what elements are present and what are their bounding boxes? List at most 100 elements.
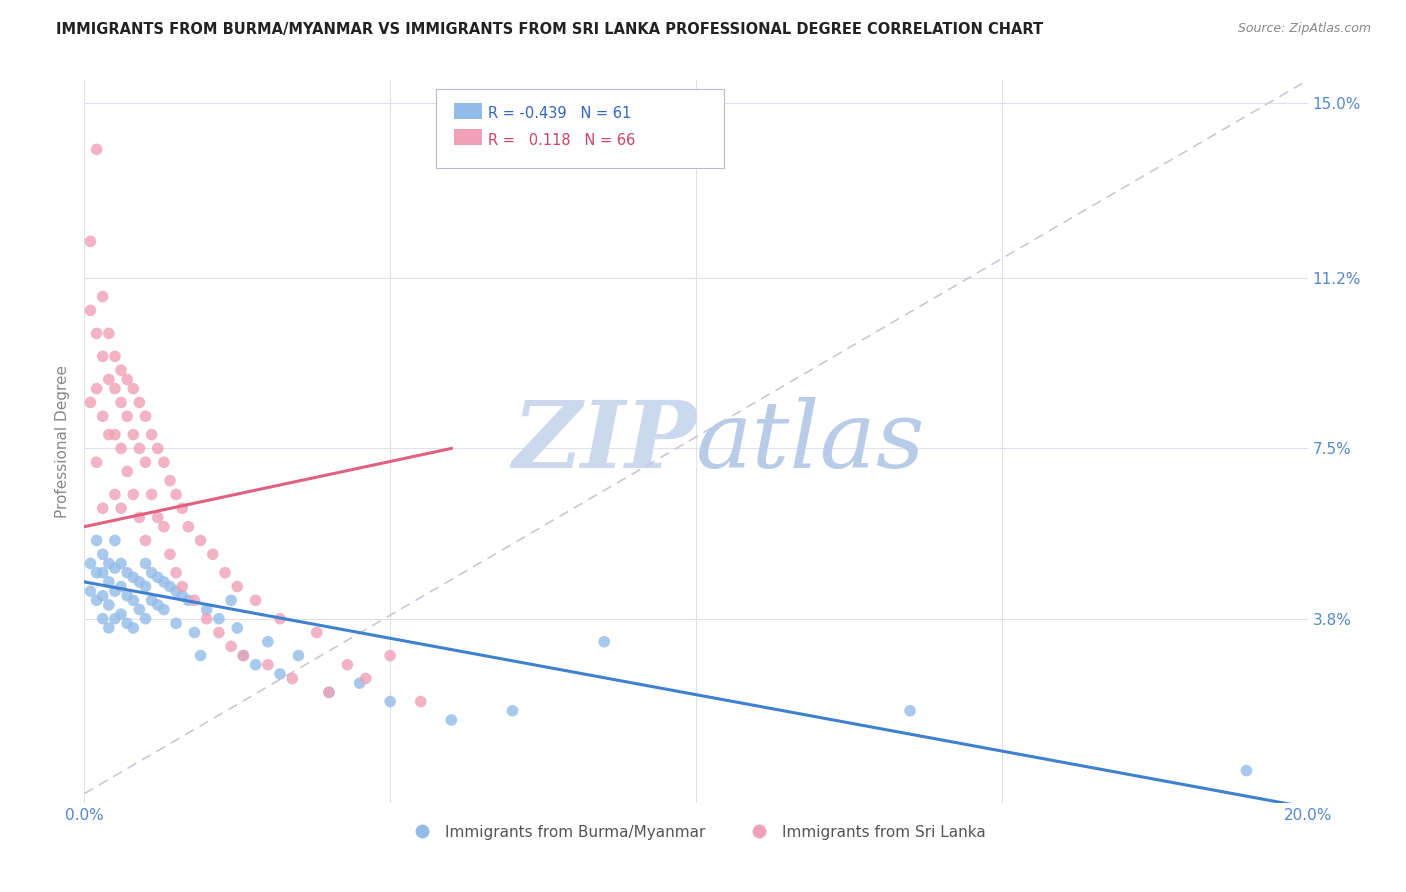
Point: [122, 570, 145, 584]
Point: [245, 657, 267, 672]
Point: [104, 584, 127, 599]
Point: [183, 593, 205, 607]
Point: [122, 382, 145, 396]
Point: [349, 676, 371, 690]
Point: [115, 372, 138, 386]
Point: [226, 580, 249, 594]
Point: [86, 566, 108, 580]
Point: [159, 547, 181, 561]
Point: [195, 602, 218, 616]
Point: [128, 395, 150, 409]
Point: [195, 612, 218, 626]
Point: [232, 648, 254, 663]
Point: [97, 427, 120, 442]
Point: [257, 657, 280, 672]
Point: [128, 442, 150, 456]
Point: [91, 409, 114, 424]
Point: [86, 533, 108, 548]
Text: ZIP: ZIP: [512, 397, 696, 486]
Point: [190, 648, 212, 663]
Point: [1236, 764, 1258, 778]
Point: [165, 584, 187, 599]
Point: [380, 648, 402, 663]
Point: [354, 672, 377, 686]
Point: [79, 395, 101, 409]
Legend: Immigrants from Burma/Myanmar, Immigrants from Sri Lanka: Immigrants from Burma/Myanmar, Immigrant…: [401, 819, 991, 846]
Point: [135, 455, 157, 469]
Point: [91, 547, 114, 561]
Point: [110, 395, 132, 409]
Text: R =   0.118   N = 66: R = 0.118 N = 66: [488, 133, 636, 148]
Point: [110, 557, 132, 571]
Point: [79, 235, 101, 249]
Point: [122, 593, 145, 607]
Point: [104, 487, 127, 501]
Point: [232, 648, 254, 663]
Point: [153, 519, 176, 533]
Point: [440, 713, 463, 727]
Point: [409, 694, 432, 708]
Point: [593, 634, 616, 648]
Point: [226, 621, 249, 635]
Point: [91, 589, 114, 603]
Point: [115, 589, 138, 603]
Point: [177, 593, 200, 607]
Point: [141, 566, 163, 580]
Point: [86, 593, 108, 607]
Text: Source: ZipAtlas.com: Source: ZipAtlas.com: [1237, 22, 1371, 36]
Point: [219, 593, 242, 607]
Point: [214, 566, 236, 580]
Point: [190, 533, 212, 548]
Point: [172, 501, 194, 516]
Point: [79, 303, 101, 318]
Point: [318, 685, 340, 699]
Point: [86, 326, 108, 341]
Point: [287, 648, 309, 663]
Point: [97, 621, 120, 635]
Point: [165, 487, 187, 501]
Point: [159, 474, 181, 488]
Point: [165, 566, 187, 580]
Text: R = -0.439   N = 61: R = -0.439 N = 61: [488, 106, 631, 121]
Point: [898, 704, 921, 718]
Point: [97, 326, 120, 341]
Point: [104, 533, 127, 548]
Point: [79, 584, 101, 599]
Point: [269, 667, 291, 681]
Text: IMMIGRANTS FROM BURMA/MYANMAR VS IMMIGRANTS FROM SRI LANKA PROFESSIONAL DEGREE C: IMMIGRANTS FROM BURMA/MYANMAR VS IMMIGRA…: [56, 22, 1043, 37]
Point: [380, 694, 402, 708]
Point: [97, 372, 120, 386]
Point: [97, 557, 120, 571]
Point: [219, 640, 242, 654]
Y-axis label: Professional Degree: Professional Degree: [55, 365, 70, 518]
Point: [135, 580, 157, 594]
Point: [208, 612, 231, 626]
Point: [141, 593, 163, 607]
Point: [159, 580, 181, 594]
Text: atlas: atlas: [696, 397, 925, 486]
Point: [165, 616, 187, 631]
Point: [245, 593, 267, 607]
Point: [104, 350, 127, 364]
Point: [104, 561, 127, 575]
Point: [135, 533, 157, 548]
Point: [336, 657, 359, 672]
Point: [104, 382, 127, 396]
Point: [141, 427, 163, 442]
Point: [115, 616, 138, 631]
Point: [183, 625, 205, 640]
Point: [172, 580, 194, 594]
Point: [97, 574, 120, 589]
Point: [305, 625, 328, 640]
Point: [86, 455, 108, 469]
Point: [146, 510, 169, 524]
Point: [110, 607, 132, 621]
Point: [318, 685, 340, 699]
Point: [146, 442, 169, 456]
Point: [110, 363, 132, 377]
Point: [115, 409, 138, 424]
Point: [97, 598, 120, 612]
Point: [91, 612, 114, 626]
Point: [201, 547, 224, 561]
Point: [86, 382, 108, 396]
